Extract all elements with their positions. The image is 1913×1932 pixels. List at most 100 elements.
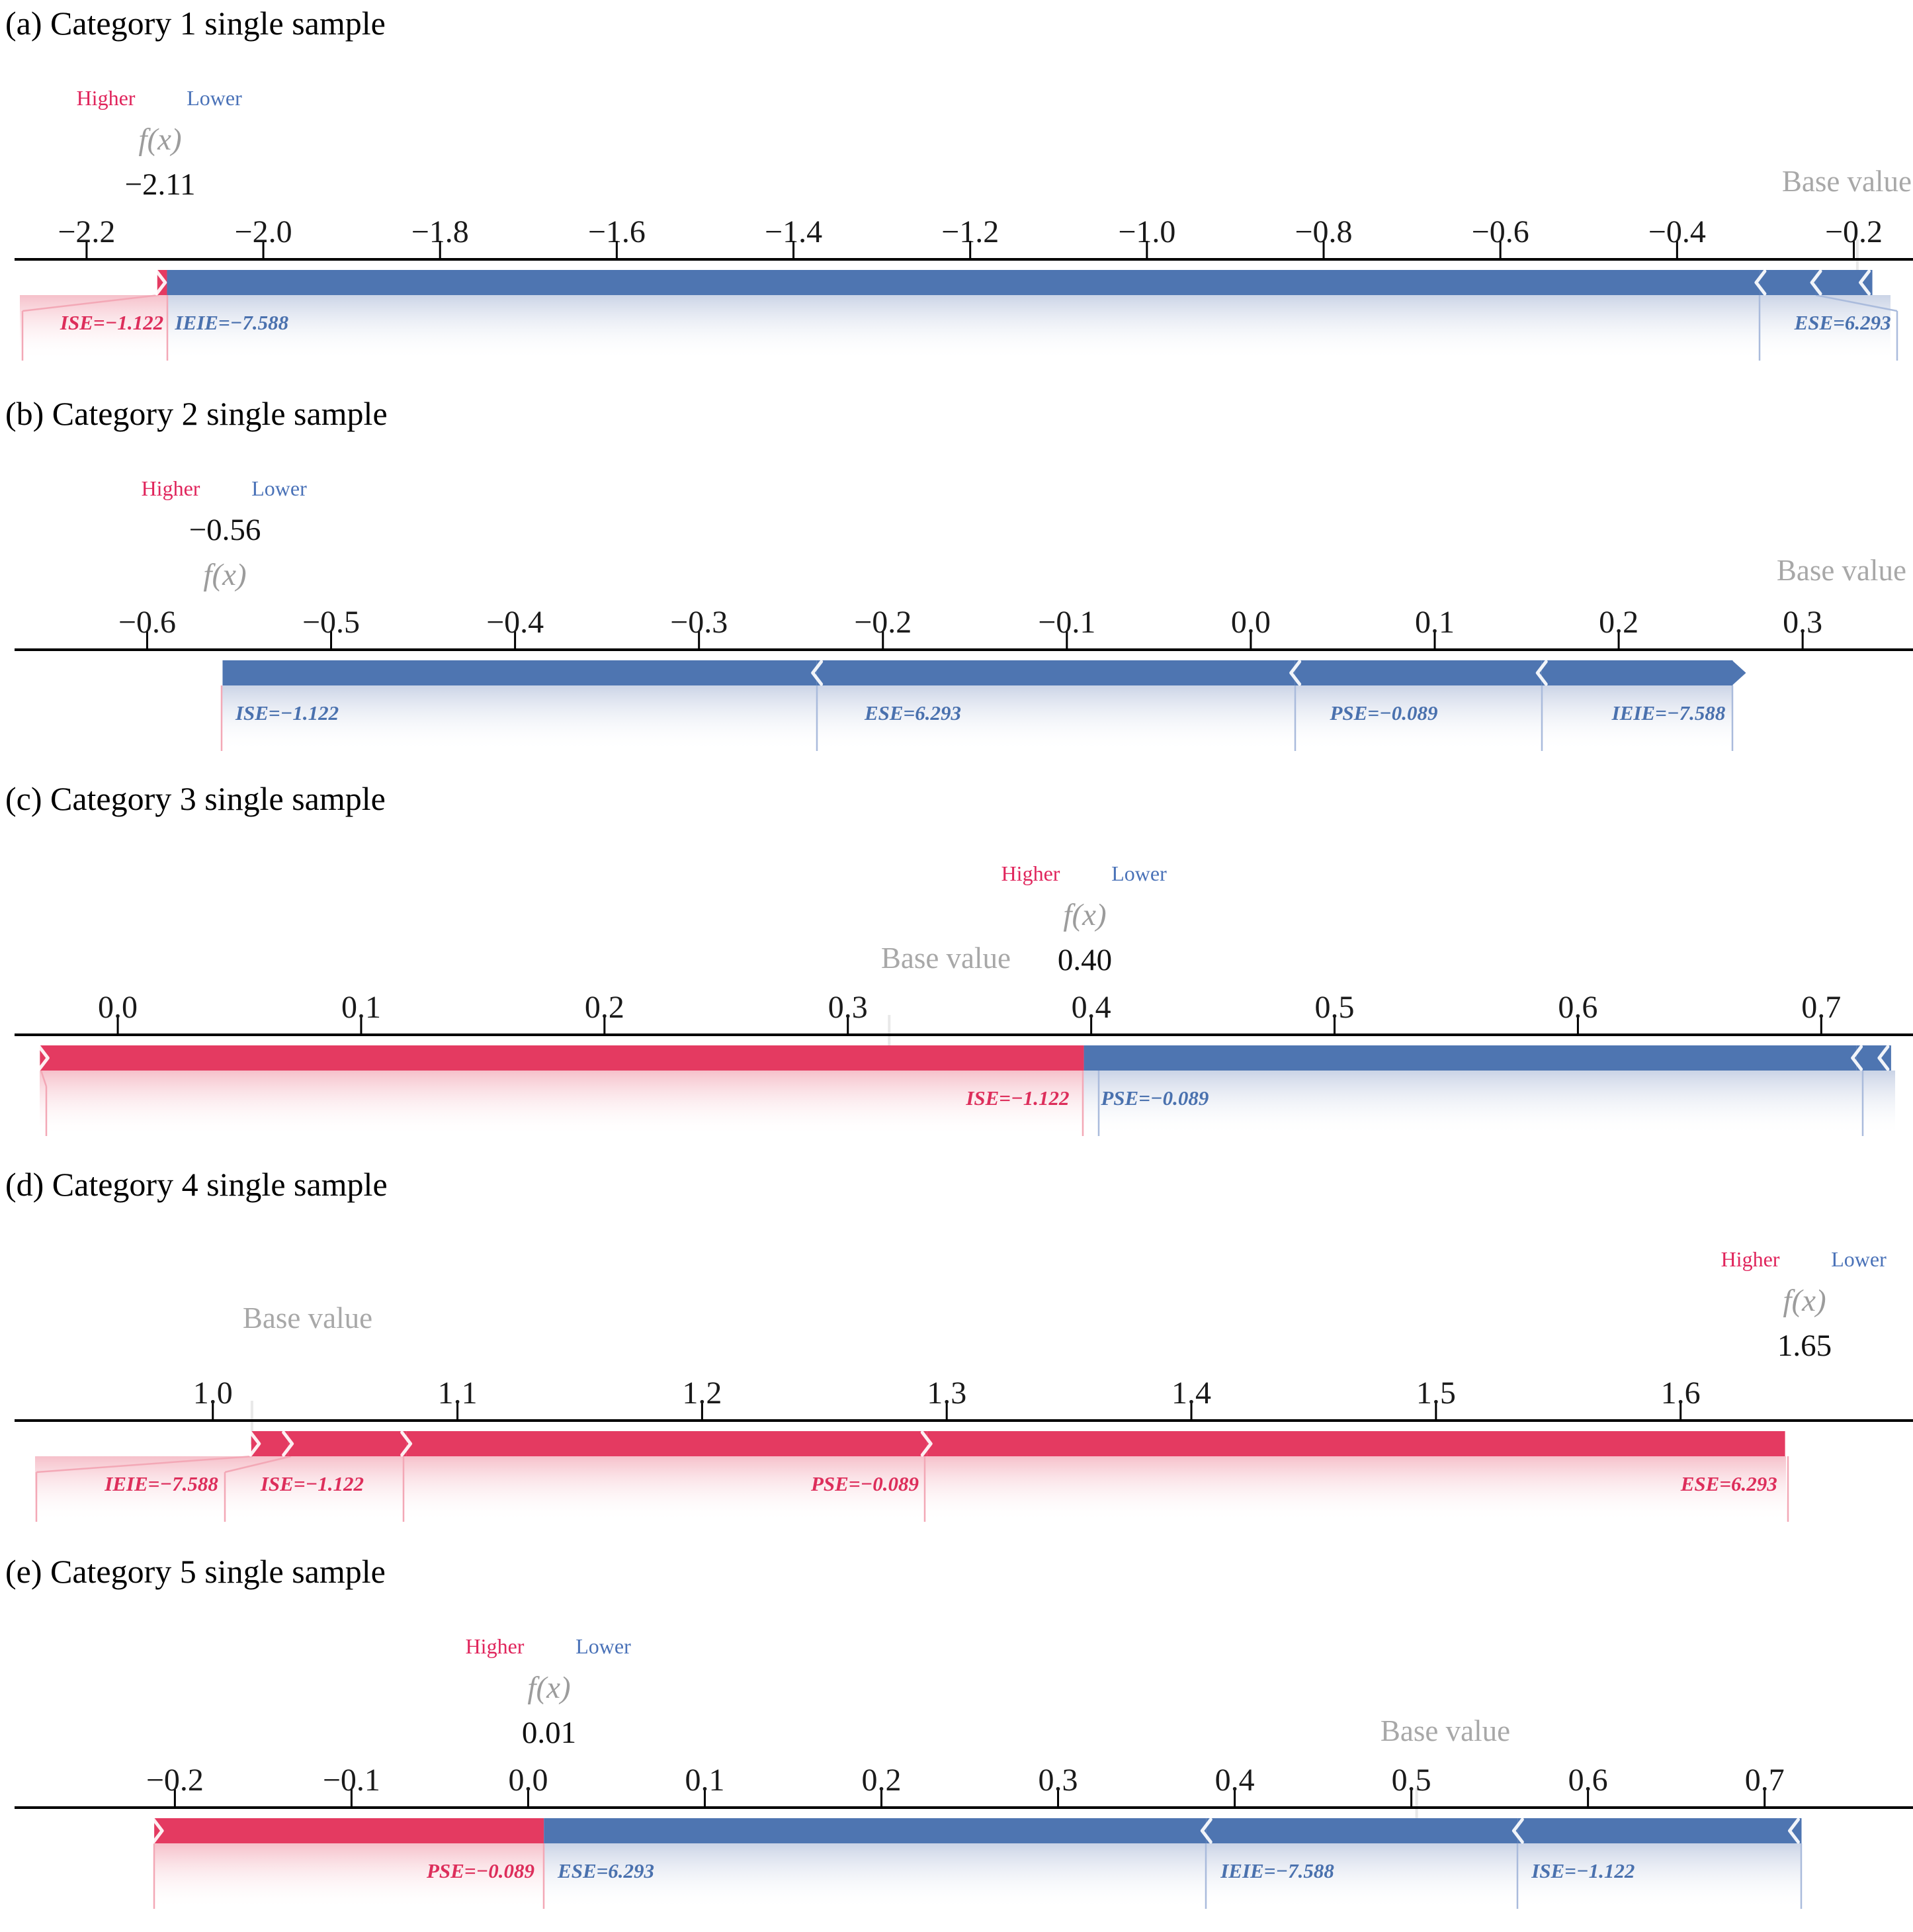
base-value-label: Base value xyxy=(242,1301,373,1335)
axis-tick-label: 0.3 xyxy=(1039,1763,1078,1798)
bar-segment xyxy=(1206,1818,1518,1843)
fx-label: f(x) xyxy=(138,122,182,157)
segment-chevron xyxy=(1511,1818,1524,1844)
feature-label: IEIE=−7.588 xyxy=(1611,701,1726,724)
leader-line xyxy=(36,1455,253,1473)
axis-tick-label: 1.6 xyxy=(1661,1376,1701,1411)
fx-label: f(x) xyxy=(1783,1284,1826,1318)
force-plot-canvas-e: −0.2 −0.1 0.0 0.1 0.2 0.3 0.4 0.5 0.6 0.7 PSE=−0.0… xyxy=(15,1763,1913,1909)
axis-tick-label: −0.3 xyxy=(670,605,728,640)
axis-tick-label: −0.6 xyxy=(1472,214,1529,249)
axis-tick-label: 1.2 xyxy=(682,1376,722,1411)
force-plot-canvas-d: 1.0 1.1 1.2 1.3 1.4 1.5 1.6 IEIE=−7.588 ISE=−1.1… xyxy=(15,1376,1913,1522)
bar-end-tip xyxy=(1732,660,1746,685)
axis-tick-label: 0.1 xyxy=(341,990,381,1025)
axis-tick-label: −1.4 xyxy=(765,214,822,249)
segment-chevron xyxy=(1754,269,1767,296)
segment-chevron xyxy=(1200,1818,1212,1844)
axis-tick-label: 1.0 xyxy=(193,1376,233,1411)
bar-segment xyxy=(251,1431,288,1456)
axis-tick-label: 0.6 xyxy=(1558,990,1597,1025)
segment-chevron xyxy=(920,1430,933,1457)
bar-segment xyxy=(1760,270,1816,295)
legend-lower: Lower xyxy=(1831,1247,1887,1271)
segment-chevron xyxy=(811,660,824,686)
fade-red xyxy=(154,1843,544,1909)
axis-tick-label: 0.3 xyxy=(1783,605,1822,640)
axis-tick-label: 0.5 xyxy=(1315,990,1355,1025)
bar-segment xyxy=(816,660,1295,685)
fade-red xyxy=(20,295,167,361)
fade-blue xyxy=(1083,1071,1895,1136)
feature-label: IEIE=−7.588 xyxy=(174,311,288,334)
axis-tick-label: 0.0 xyxy=(1231,605,1271,640)
bar-segment xyxy=(167,270,1760,295)
bar-segment xyxy=(544,1818,1207,1843)
axis-tick-label: −1.0 xyxy=(1118,214,1175,249)
axis-tick-label: −2.2 xyxy=(58,214,115,249)
axis-tick-label: 1.3 xyxy=(927,1376,966,1411)
legend-higher: Higher xyxy=(1721,1247,1780,1271)
bar-segment xyxy=(1816,270,1873,295)
axis-tick-label: 1.5 xyxy=(1416,1376,1456,1411)
legend-higher: Higher xyxy=(1001,861,1060,885)
panel-title: (d) Category 4 single sample xyxy=(5,1166,388,1203)
axis-tick-label: 0.2 xyxy=(862,1763,902,1798)
panel-title: (e) Category 5 single sample xyxy=(5,1553,386,1590)
legend-higher: Higher xyxy=(141,476,200,500)
feature-label: ISE=−1.122 xyxy=(260,1472,364,1495)
axis-tick-label: 1.4 xyxy=(1171,1376,1211,1411)
feature-label: ESE=6.293 xyxy=(864,701,961,724)
fx-label: f(x) xyxy=(527,1671,571,1705)
leader-line xyxy=(22,294,159,312)
axis-tick-label: 0.5 xyxy=(1392,1763,1431,1798)
segment-chevron xyxy=(151,1818,164,1844)
axis-tick-label: 0.6 xyxy=(1568,1763,1608,1798)
legend-lower: Lower xyxy=(575,1634,631,1658)
segment-chevron xyxy=(37,1045,50,1071)
axis-tick-label: −0.1 xyxy=(1038,605,1095,640)
bar-segment xyxy=(1084,1045,1857,1071)
feature-label: ISE=−1.122 xyxy=(965,1086,1069,1110)
panel-title: (b) Category 2 single sample xyxy=(5,395,388,432)
base-value-label: Base value xyxy=(1776,554,1906,587)
segment-chevron xyxy=(1788,1818,1801,1844)
axis-tick-label: −0.8 xyxy=(1295,214,1352,249)
segment-chevron xyxy=(1810,269,1822,296)
axis-tick-label: 0.1 xyxy=(685,1763,724,1798)
panel-title: (c) Category 3 single sample xyxy=(5,780,386,817)
feature-label: PSE=−0.089 xyxy=(1100,1086,1209,1110)
legend-lower: Lower xyxy=(251,476,307,500)
feature-label: PSE=−0.089 xyxy=(426,1859,534,1882)
bar-segment xyxy=(927,1431,1785,1456)
axis-tick-label: −0.4 xyxy=(1648,214,1706,249)
axis-tick-label: 1.1 xyxy=(438,1376,478,1411)
axis-tick-label: 0.3 xyxy=(828,990,868,1025)
legend-higher: Higher xyxy=(465,1634,525,1658)
legend-higher: Higher xyxy=(76,86,136,110)
bar-segment xyxy=(406,1431,927,1456)
axis-tick-label: 0.0 xyxy=(98,990,138,1025)
legend-lower: Lower xyxy=(187,86,242,110)
fade-blue xyxy=(544,1843,1801,1909)
bar-segment xyxy=(288,1431,407,1456)
feature-label: ESE=6.293 xyxy=(557,1859,654,1882)
bar-segment xyxy=(154,1818,544,1843)
segment-chevron xyxy=(249,1430,261,1457)
feature-label: PSE=−0.089 xyxy=(1329,701,1437,724)
feature-label: IEIE=−7.588 xyxy=(104,1472,218,1495)
segment-chevron xyxy=(400,1430,413,1457)
fx-value: −0.56 xyxy=(189,513,261,547)
segment-chevron xyxy=(1535,660,1548,686)
segment-chevron xyxy=(1859,269,1871,296)
bar-segment xyxy=(1295,660,1542,685)
fx-value: 1.65 xyxy=(1777,1329,1832,1363)
axis-tick-label: 0.0 xyxy=(508,1763,548,1798)
fx-value: 0.01 xyxy=(521,1716,577,1750)
feature-label: PSE=−0.089 xyxy=(810,1472,919,1495)
axis-tick-label: 0.4 xyxy=(1215,1763,1255,1798)
axis-tick-label: −0.2 xyxy=(1825,214,1883,249)
force-plot-canvas-a: −2.2 −2.0 −1.8 −1.6 −1.4 −1.2 −1.0 −0.8 −0.6 −0.4… xyxy=(15,214,1913,361)
segment-chevron xyxy=(282,1430,294,1457)
leader-line xyxy=(40,1070,48,1087)
